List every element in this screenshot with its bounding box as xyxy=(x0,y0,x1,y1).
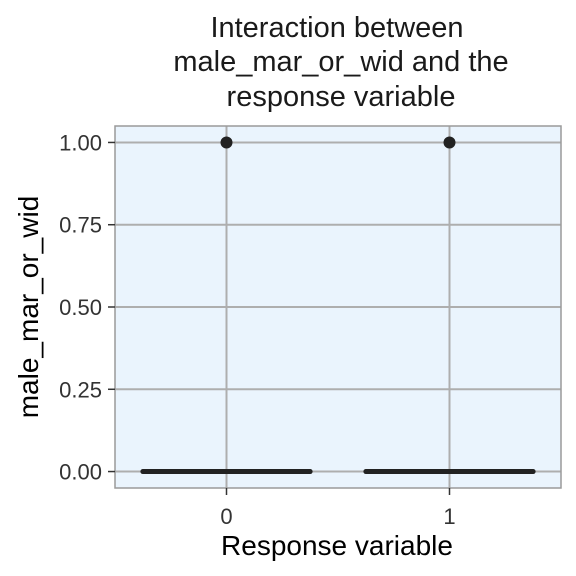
y-tick-label: 0.50 xyxy=(59,295,102,320)
chart-title-line-1: Interaction between xyxy=(210,12,463,44)
outlier-point xyxy=(443,136,456,149)
chart-title-line-2: male_mar_or_wid and the xyxy=(173,46,508,78)
x-tick-label: 1 xyxy=(443,504,455,529)
y-tick-label: 0.75 xyxy=(59,213,102,238)
y-tick-label: 0.25 xyxy=(59,377,102,402)
y-axis-title: male_mar_or_wid xyxy=(13,196,44,419)
chart-title-line-3: response variable xyxy=(227,81,456,113)
tick-labels: 0.00 0.25 0.50 0.75 1.00 0 1 xyxy=(59,130,455,529)
x-tick-label: 0 xyxy=(220,504,232,529)
y-tick-label: 1.00 xyxy=(59,130,102,155)
axis-ticks xyxy=(108,141,451,495)
x-axis-title: Response variable xyxy=(221,530,453,561)
box-0 xyxy=(140,136,313,475)
plot-marks xyxy=(140,136,536,475)
box-1 xyxy=(363,136,536,475)
outlier-point xyxy=(220,136,233,149)
y-tick-label: 0.00 xyxy=(59,460,102,485)
